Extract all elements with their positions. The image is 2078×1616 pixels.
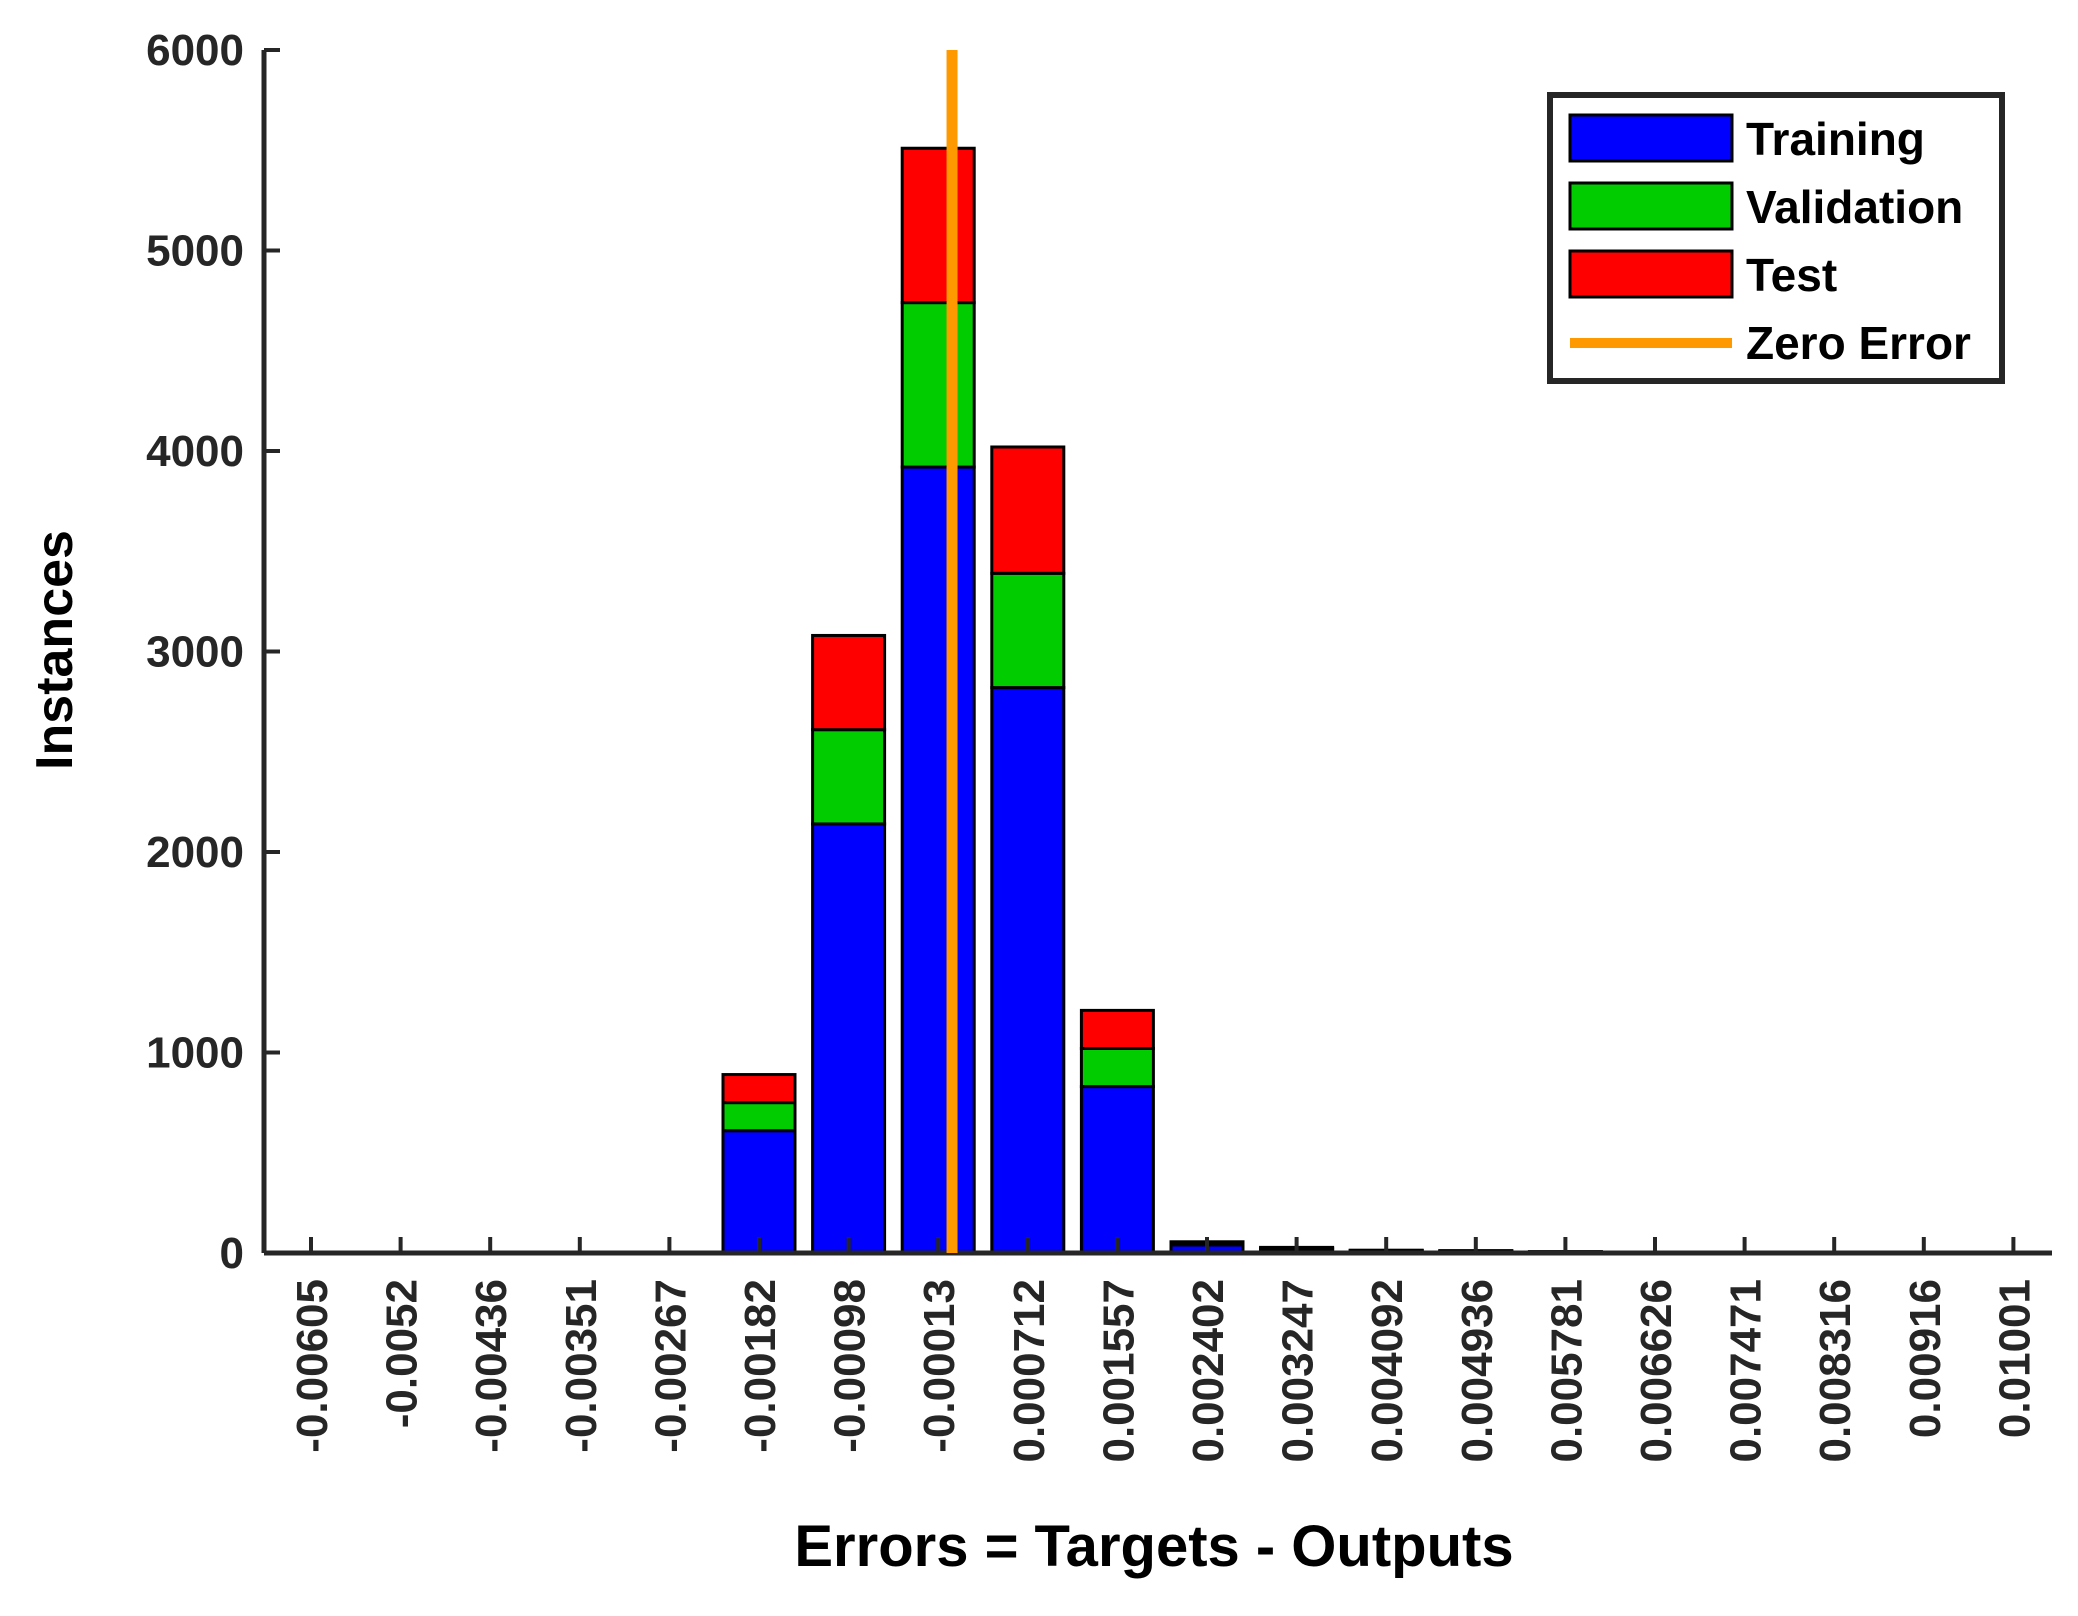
x-axis-title: Errors = Targets - Outputs	[794, 1514, 1513, 1579]
y-axis-title: Instances	[26, 530, 84, 770]
bars-layer	[721, 146, 1603, 1255]
y-tick-label-6: 6000	[146, 26, 244, 75]
x-tick-label-7: -0.00013	[915, 1279, 964, 1453]
legend-swatch-validation	[1568, 181, 1734, 231]
bar-training-9	[1079, 1085, 1155, 1255]
legend-swatch-training	[1568, 113, 1734, 163]
y-tick-label-5: 5000	[146, 227, 244, 276]
x-tick-label-6: -0.00098	[826, 1279, 875, 1453]
bar-validation-7	[900, 301, 976, 469]
legend-label-0: Training	[1746, 113, 1925, 165]
bar-test-8	[990, 445, 1066, 575]
bar-training-7	[900, 465, 976, 1255]
bar-test-9	[1079, 1008, 1155, 1050]
bar-validation-6	[811, 728, 887, 826]
bar-training-6	[811, 822, 887, 1255]
axes-layer: 0 1000 2000 3000 4000 5000 6000 -0.00605 -0.0052…	[146, 26, 2052, 1463]
x-tick-label-4: -0.00267	[646, 1279, 695, 1453]
x-tick-label-14: 0.005781	[1542, 1279, 1591, 1463]
x-tick-label-8: 0.000712	[1005, 1279, 1054, 1463]
legend-label-3: Zero Error	[1746, 317, 1971, 369]
bar-validation-5	[721, 1101, 797, 1133]
y-tick-label-1: 1000	[146, 1029, 244, 1078]
x-tick-label-1: -0.0052	[378, 1279, 427, 1428]
x-tick-label-18: 0.00916	[1901, 1279, 1950, 1438]
legend-swatch-test	[1568, 249, 1734, 299]
y-tick-label-2: 2000	[146, 828, 244, 877]
x-tick-label-2: -0.00436	[467, 1279, 516, 1453]
x-tick-label-13: 0.004936	[1453, 1279, 1502, 1463]
x-tick-label-11: 0.003247	[1274, 1279, 1323, 1463]
x-tick-label-9: 0.001557	[1094, 1279, 1143, 1463]
y-tick-label-3: 3000	[146, 628, 244, 677]
bar-training-8	[990, 686, 1066, 1255]
x-tick-label-16: 0.007471	[1722, 1279, 1771, 1463]
legend-label-2: Test	[1746, 249, 1837, 301]
legend: Training Validation Test Zero Error	[1547, 92, 2005, 384]
bar-training-5	[721, 1129, 797, 1255]
x-tick-label-3: -0.00351	[557, 1279, 606, 1453]
x-tick-label-19: 0.01001	[1990, 1279, 2039, 1438]
y-tick-label-4: 4000	[146, 427, 244, 476]
y-tick-label-0: 0	[220, 1229, 244, 1278]
bar-test-7	[900, 146, 976, 305]
x-tick-label-10: 0.002402	[1184, 1279, 1233, 1463]
bar-test-5	[721, 1073, 797, 1105]
x-tick-label-5: -0.00182	[736, 1279, 785, 1453]
x-tick-label-0: -0.00605	[288, 1279, 337, 1453]
x-tick-label-12: 0.004092	[1363, 1279, 1412, 1463]
bar-test-6	[811, 633, 887, 732]
x-tick-label-15: 0.006626	[1632, 1279, 1681, 1463]
bar-validation-8	[990, 571, 1066, 690]
legend-label-1: Validation	[1746, 181, 1963, 233]
x-tick-label-17: 0.008316	[1811, 1279, 1860, 1463]
bar-validation-9	[1079, 1046, 1155, 1089]
